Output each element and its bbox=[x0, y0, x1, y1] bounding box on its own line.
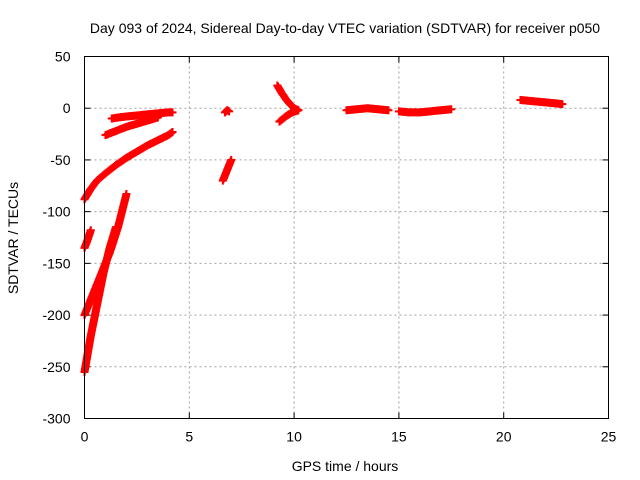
x-tick-label: 5 bbox=[185, 429, 193, 445]
x-tick-label: 15 bbox=[391, 429, 407, 445]
series-arc-7 bbox=[218, 155, 236, 185]
data-point bbox=[86, 226, 95, 235]
x-tick-label: 0 bbox=[81, 429, 89, 445]
data-point bbox=[122, 190, 131, 199]
series-arc-10 bbox=[275, 106, 303, 126]
y-tick-label: -250 bbox=[42, 359, 70, 375]
axis-ticks: 0 5 10 15 20 25 50 0 -50 -100 -150 -200 -250 -300 bbox=[42, 49, 616, 445]
data-point bbox=[227, 155, 236, 164]
data-point bbox=[168, 128, 177, 137]
data-point bbox=[168, 108, 177, 117]
series-arc-13 bbox=[516, 95, 567, 109]
data-point bbox=[447, 105, 456, 114]
chart-title: Day 093 of 2024, Sidereal Day-to-day VTE… bbox=[90, 20, 600, 36]
data-point bbox=[294, 106, 303, 115]
x-tick-label: 25 bbox=[601, 429, 617, 445]
x-tick-label: 20 bbox=[496, 429, 512, 445]
series-arc-4 bbox=[80, 226, 95, 252]
y-tick-label: -300 bbox=[42, 411, 70, 427]
series-arc-11 bbox=[342, 104, 393, 115]
series-arc-8 bbox=[220, 106, 234, 117]
data-point bbox=[384, 106, 393, 115]
data-point bbox=[111, 223, 120, 232]
y-tick-label: 50 bbox=[55, 49, 71, 65]
x-axis-label: GPS time / hours bbox=[292, 458, 399, 474]
series-arc-2 bbox=[101, 113, 162, 140]
y-tick-label: 0 bbox=[63, 100, 71, 116]
x-tick-label: 10 bbox=[286, 429, 302, 445]
y-axis-label: SDTVAR / TECUs bbox=[5, 182, 21, 294]
series-arc-12 bbox=[394, 105, 456, 117]
data-point bbox=[558, 100, 567, 109]
data-points bbox=[80, 81, 567, 376]
series-arc-3 bbox=[80, 128, 177, 204]
y-tick-label: -200 bbox=[42, 307, 70, 323]
data-point bbox=[225, 107, 234, 116]
y-tick-label: -100 bbox=[42, 204, 70, 220]
plot-frame bbox=[84, 56, 609, 419]
data-point bbox=[153, 113, 162, 122]
y-tick-label: -150 bbox=[42, 255, 70, 271]
y-tick-label: -50 bbox=[50, 152, 70, 168]
